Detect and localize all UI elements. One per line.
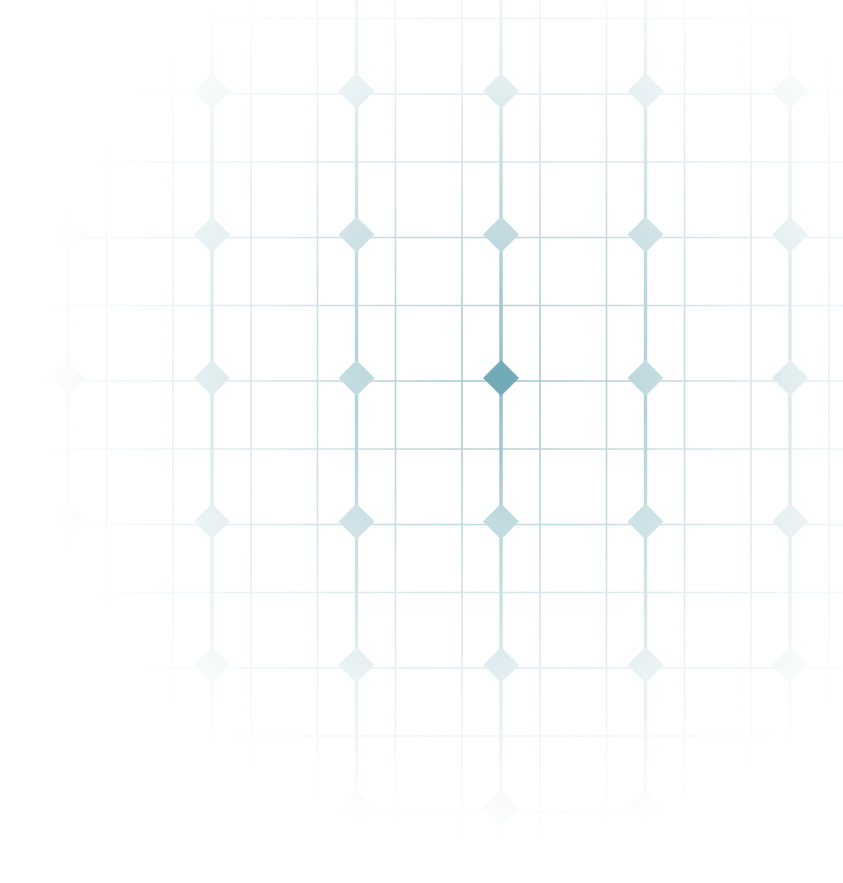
diamond <box>338 790 375 827</box>
diamond <box>194 216 230 253</box>
diamond <box>772 790 808 827</box>
diamond <box>194 360 230 396</box>
diamond <box>194 790 230 827</box>
diamond <box>772 503 808 540</box>
diamond <box>483 503 519 540</box>
diamond <box>49 216 86 253</box>
diamond <box>49 73 86 109</box>
diamond <box>338 503 375 540</box>
diamond <box>627 216 664 253</box>
diamond <box>338 73 375 109</box>
diamond <box>49 360 86 396</box>
diamond <box>627 503 664 540</box>
diamond <box>338 360 375 396</box>
diamond <box>49 647 86 683</box>
diamond <box>627 790 664 827</box>
diamond <box>627 360 664 396</box>
diamond <box>483 360 519 396</box>
diamond <box>483 790 519 827</box>
diamond <box>338 216 375 253</box>
diamond <box>483 647 519 683</box>
diamond <box>772 216 808 253</box>
diamond <box>338 647 375 683</box>
diamond <box>194 503 230 540</box>
diamond <box>194 73 230 109</box>
diamond <box>194 647 230 683</box>
diamond <box>49 503 86 540</box>
diamond <box>772 647 808 683</box>
diamond <box>49 790 86 827</box>
diamond <box>483 73 519 109</box>
diamond <box>627 73 664 109</box>
diamond <box>772 360 808 396</box>
diamond <box>627 647 664 683</box>
diamond <box>483 216 519 253</box>
diamond <box>772 73 808 109</box>
